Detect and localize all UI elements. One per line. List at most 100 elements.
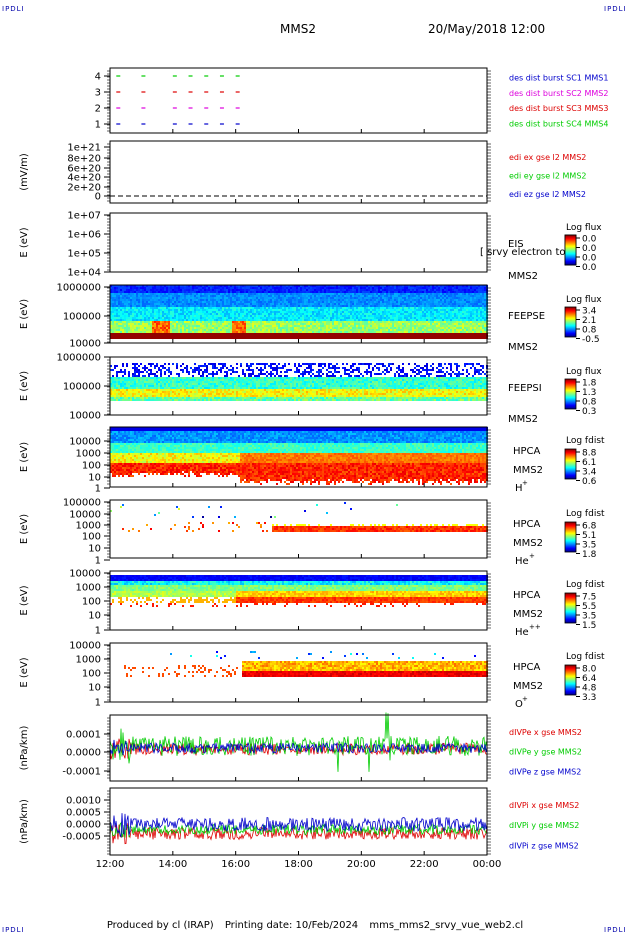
spectrogram-cell	[376, 327, 378, 329]
spectrogram-cell	[276, 287, 278, 289]
spectrogram-cell	[358, 333, 360, 335]
spectrogram-cell	[272, 337, 274, 339]
spectrogram-cell	[182, 337, 184, 339]
spectrogram-cell	[256, 307, 258, 309]
spectrogram-cell	[184, 329, 186, 331]
spectrogram-cell	[454, 327, 456, 329]
spectrogram-cell	[146, 337, 148, 339]
spectrogram-cell	[142, 299, 144, 301]
spectrogram-cell	[300, 287, 302, 289]
spectrogram-cell	[402, 315, 404, 317]
spectrogram-cell	[344, 311, 346, 313]
spectrogram-cell	[354, 329, 356, 331]
spectrogram-cell	[312, 337, 314, 339]
spectrogram-cell	[178, 321, 180, 323]
spectrogram-cell	[394, 321, 396, 323]
spectrogram-cell	[250, 311, 252, 313]
spectrogram-cell	[194, 287, 196, 289]
spectrogram-cell	[156, 289, 158, 291]
spectrogram-cell	[268, 303, 270, 305]
spectrogram-cell	[454, 307, 456, 309]
spectrogram-cell	[426, 335, 428, 337]
spectrogram-cell	[408, 331, 410, 333]
spectrogram-cell	[374, 295, 376, 297]
spectrogram-cell	[168, 333, 170, 335]
spectrogram-cell	[120, 307, 122, 309]
spectrogram-cell	[298, 317, 300, 319]
spectrogram-cell	[138, 327, 140, 329]
spectrogram-cell	[114, 305, 116, 307]
spectrogram-cell	[422, 337, 424, 339]
spectrogram-cell	[246, 335, 248, 337]
spectrogram-cell	[166, 309, 168, 311]
spectrogram-cell	[414, 325, 416, 327]
spectrogram-cell	[384, 295, 386, 297]
spectrogram-cell	[390, 335, 392, 337]
spectrogram-cell	[420, 331, 422, 333]
spectrogram-cell	[446, 303, 448, 305]
spectrogram-cell	[140, 303, 142, 305]
spectrogram-cell	[346, 321, 348, 323]
spectrogram-cell	[332, 313, 334, 315]
spectrogram-cell	[330, 285, 332, 287]
spectrogram-cell	[404, 303, 406, 305]
spectrogram-cell	[118, 335, 120, 337]
spectrogram-cell	[222, 291, 224, 293]
spectrogram-cell	[264, 305, 266, 307]
spectrogram-cell	[242, 295, 244, 297]
spectrogram-cell	[322, 285, 324, 287]
spectrogram-cell	[202, 315, 204, 317]
spectrogram-cell	[210, 323, 212, 325]
spectrogram-cell	[294, 323, 296, 325]
spectrogram-cell	[222, 337, 224, 339]
spectrogram-cell	[318, 317, 320, 319]
spectrogram-cell	[188, 309, 190, 311]
spectrogram-cell	[334, 317, 336, 319]
spectrogram-cell	[182, 287, 184, 289]
spectrogram-cell	[324, 307, 326, 309]
spectrogram-cell	[226, 321, 228, 323]
spectrogram-cell	[310, 295, 312, 297]
spectrogram-cell	[282, 285, 284, 287]
spectrogram-cell	[444, 309, 446, 311]
spectrogram-cell	[330, 309, 332, 311]
spectrogram-cell	[230, 337, 232, 339]
spectrogram-cell	[348, 291, 350, 293]
spectrogram-cell	[150, 325, 152, 327]
spectrogram-cell	[298, 289, 300, 291]
spectrogram-cell	[362, 333, 364, 335]
spectrogram-cell	[136, 285, 138, 287]
spectrogram-cell	[164, 309, 166, 311]
spectrogram-cell	[316, 287, 318, 289]
spectrogram-cell	[362, 295, 364, 297]
spectrogram-cell	[170, 293, 172, 295]
spectrogram-cell	[312, 297, 314, 299]
spectrogram-cell	[192, 291, 194, 293]
spectrogram-cell	[266, 289, 268, 291]
spectrogram-cell	[162, 317, 164, 319]
spectrogram-cell	[142, 321, 144, 323]
spectrogram-cell	[366, 285, 368, 287]
spectrogram-cell	[278, 325, 280, 327]
spectrogram-cell	[158, 317, 160, 319]
spectrogram-cell	[458, 327, 460, 329]
spectrogram-cell	[406, 327, 408, 329]
spectrogram-cell	[184, 323, 186, 325]
spectrogram-cell	[352, 293, 354, 295]
spectrogram-cell	[216, 297, 218, 299]
spectrogram-cell	[308, 321, 310, 323]
spectrogram-cell	[290, 291, 292, 293]
spectrogram-cell	[140, 309, 142, 311]
spectrogram-cell	[366, 309, 368, 311]
spectrogram-cell	[372, 335, 374, 337]
spectrogram-cell	[428, 323, 430, 325]
spectrogram-cell	[250, 317, 252, 319]
spectrogram-cell	[138, 293, 140, 295]
spectrogram-cell	[452, 285, 454, 287]
spectrogram-cell	[282, 335, 284, 337]
spectrogram-cell	[338, 323, 340, 325]
spectrogram-cell	[428, 285, 430, 287]
spectrogram-cell	[306, 321, 308, 323]
spectrogram-cell	[330, 315, 332, 317]
spectrogram-cell	[270, 295, 272, 297]
